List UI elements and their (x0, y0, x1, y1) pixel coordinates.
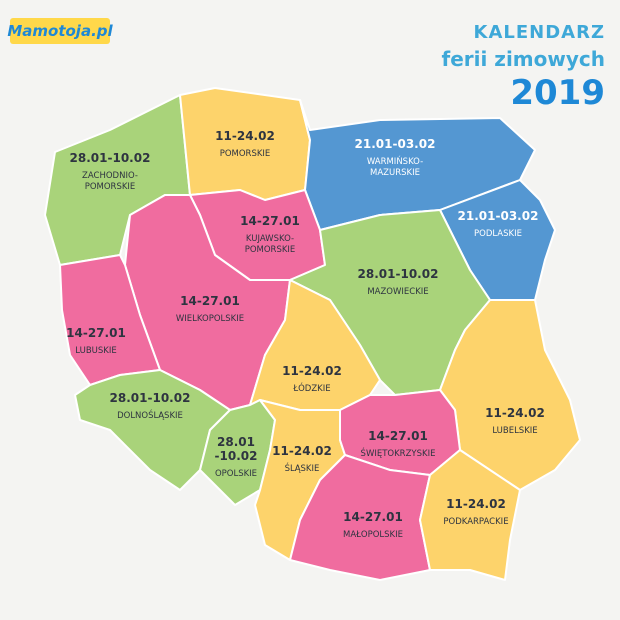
logo-box (10, 18, 110, 44)
region-name: ŚLĄSKIE (285, 462, 320, 474)
region-dates: 28.01 (217, 435, 255, 449)
region-name: MAZOWIECKIE (367, 287, 428, 297)
region-name: WARMIŃSKO- (367, 155, 423, 167)
region-dates: 11-24.02 (485, 406, 545, 420)
region-dates: 11-24.02 (272, 444, 332, 458)
logo: Mamotoja.pl (7, 22, 113, 40)
region-dates: 11-24.02 (215, 129, 275, 143)
region-dates: 11-24.02 (446, 497, 506, 511)
title-line: ferii zimowych (442, 47, 606, 71)
region-dates: 21.01-03.02 (458, 209, 539, 223)
region-name: POMORSKIE (220, 149, 271, 159)
region-name: LUBELSKIE (492, 426, 537, 436)
region-name: ZACHODNIO- (82, 171, 138, 181)
region (179, 87, 311, 201)
region-dates: 11-24.02 (282, 364, 342, 378)
region-name: WIELKOPOLSKIE (176, 314, 244, 324)
region-dates: 28.01-10.02 (70, 151, 151, 165)
region-dates: 21.01-03.02 (355, 137, 436, 151)
title-year: 2019 (510, 73, 605, 113)
region (419, 449, 521, 581)
region-name: ŁÓDZKIE (292, 382, 330, 394)
region-name: OPOLSKIE (215, 469, 257, 479)
region-dates: 14-27.01 (343, 510, 403, 524)
region-dates: 28.01-10.02 (358, 267, 439, 281)
region-dates: 14-27.01 (240, 214, 300, 228)
region-dates: -10.02 (215, 449, 258, 463)
region-name: MAŁOPOLSKIE (343, 530, 403, 540)
region-name: PODLASKIE (474, 229, 522, 239)
region-dates: 14-27.01 (180, 294, 240, 308)
region-dates: 28.01-10.02 (110, 391, 191, 405)
region-name: POMORSKIE (85, 182, 136, 192)
region-name: MAZURSKIE (370, 168, 420, 178)
region-name: LUBUSKIE (75, 346, 116, 356)
region-dates: 14-27.01 (368, 429, 428, 443)
regions (44, 87, 581, 581)
region-name: ŚWIĘTOKRZYSKIE (361, 447, 436, 459)
region-name: DOLNOŚLĄSKIE (117, 409, 183, 421)
region-name: KUJAWSKO- (246, 234, 294, 244)
region-name: PODKARPACKIE (443, 517, 508, 527)
title-line: KALENDARZ (474, 22, 606, 43)
region-dates: 14-27.01 (66, 326, 126, 340)
region-name: POMORSKIE (245, 245, 296, 255)
